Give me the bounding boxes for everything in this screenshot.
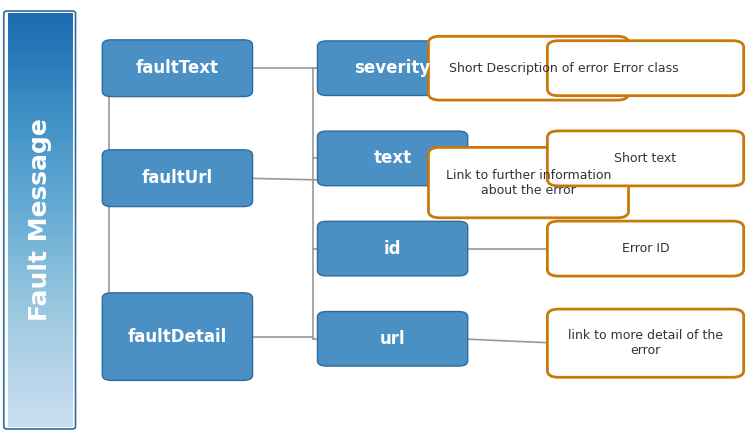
FancyBboxPatch shape [317,312,467,366]
Text: faultText: faultText [136,59,219,77]
FancyBboxPatch shape [429,147,628,218]
Text: text: text [374,150,411,167]
Text: Short text: Short text [615,152,676,165]
FancyBboxPatch shape [547,309,744,377]
Text: severity: severity [355,59,430,77]
FancyBboxPatch shape [547,131,744,186]
Text: faultUrl: faultUrl [142,169,213,187]
Text: Fault Message: Fault Message [28,118,51,322]
FancyBboxPatch shape [317,221,467,276]
Text: id: id [384,240,402,257]
Text: Error ID: Error ID [621,242,670,255]
Text: Short Description of error: Short Description of error [449,62,608,75]
FancyBboxPatch shape [102,40,252,97]
Text: Error class: Error class [613,62,678,75]
Text: url: url [380,330,405,348]
FancyBboxPatch shape [547,221,744,276]
Text: Link to further information
about the error: Link to further information about the er… [445,169,612,197]
FancyBboxPatch shape [317,131,467,186]
FancyBboxPatch shape [547,41,744,96]
FancyBboxPatch shape [102,293,252,380]
Text: link to more detail of the
error: link to more detail of the error [568,329,723,357]
FancyBboxPatch shape [429,37,628,100]
FancyBboxPatch shape [317,41,467,95]
FancyBboxPatch shape [102,150,252,207]
Text: faultDetail: faultDetail [128,328,227,345]
